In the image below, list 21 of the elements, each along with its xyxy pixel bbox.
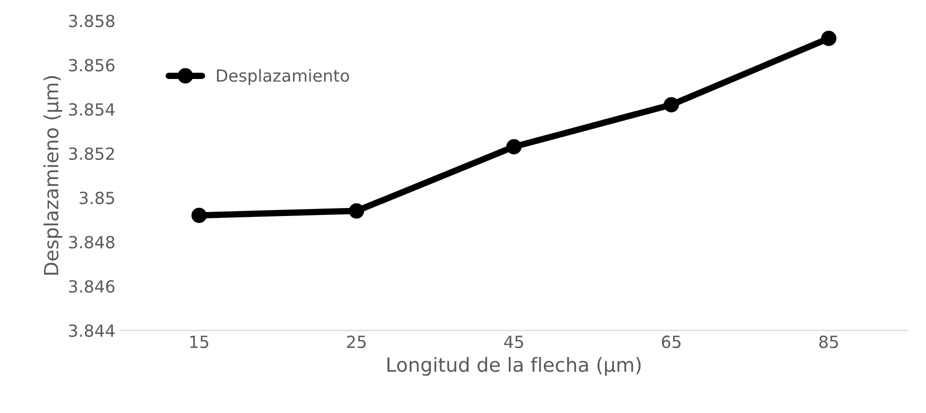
point	[506, 139, 522, 154]
point	[348, 203, 364, 219]
x-tick-label: 25	[347, 336, 366, 348]
x-tick-label: 15	[190, 336, 208, 348]
point	[191, 208, 207, 223]
y-tick-label: 3.848	[69, 236, 114, 248]
x-tick-label: 65	[662, 336, 680, 348]
x-tick-label: 45	[504, 336, 524, 348]
legend-label: Desplazamiento	[217, 68, 350, 86]
point	[664, 97, 679, 112]
y-tick-label: 3.85	[80, 192, 114, 204]
x-tick-label: 85	[819, 336, 838, 348]
y-tick-label: 3.846	[69, 280, 114, 293]
y-tick-label: 3.852	[69, 147, 114, 160]
y-tick-label: 3.856	[69, 58, 114, 72]
y-tick-label: 3.858	[69, 14, 114, 28]
y-tick-label: 3.854	[69, 103, 115, 116]
point	[821, 30, 836, 46]
y-tick-label: 3.844	[69, 324, 115, 337]
y-axis-title: Desplazamieno (µm)	[43, 76, 62, 275]
x-axis-title: Longitud de la flecha (µm)	[387, 356, 641, 376]
